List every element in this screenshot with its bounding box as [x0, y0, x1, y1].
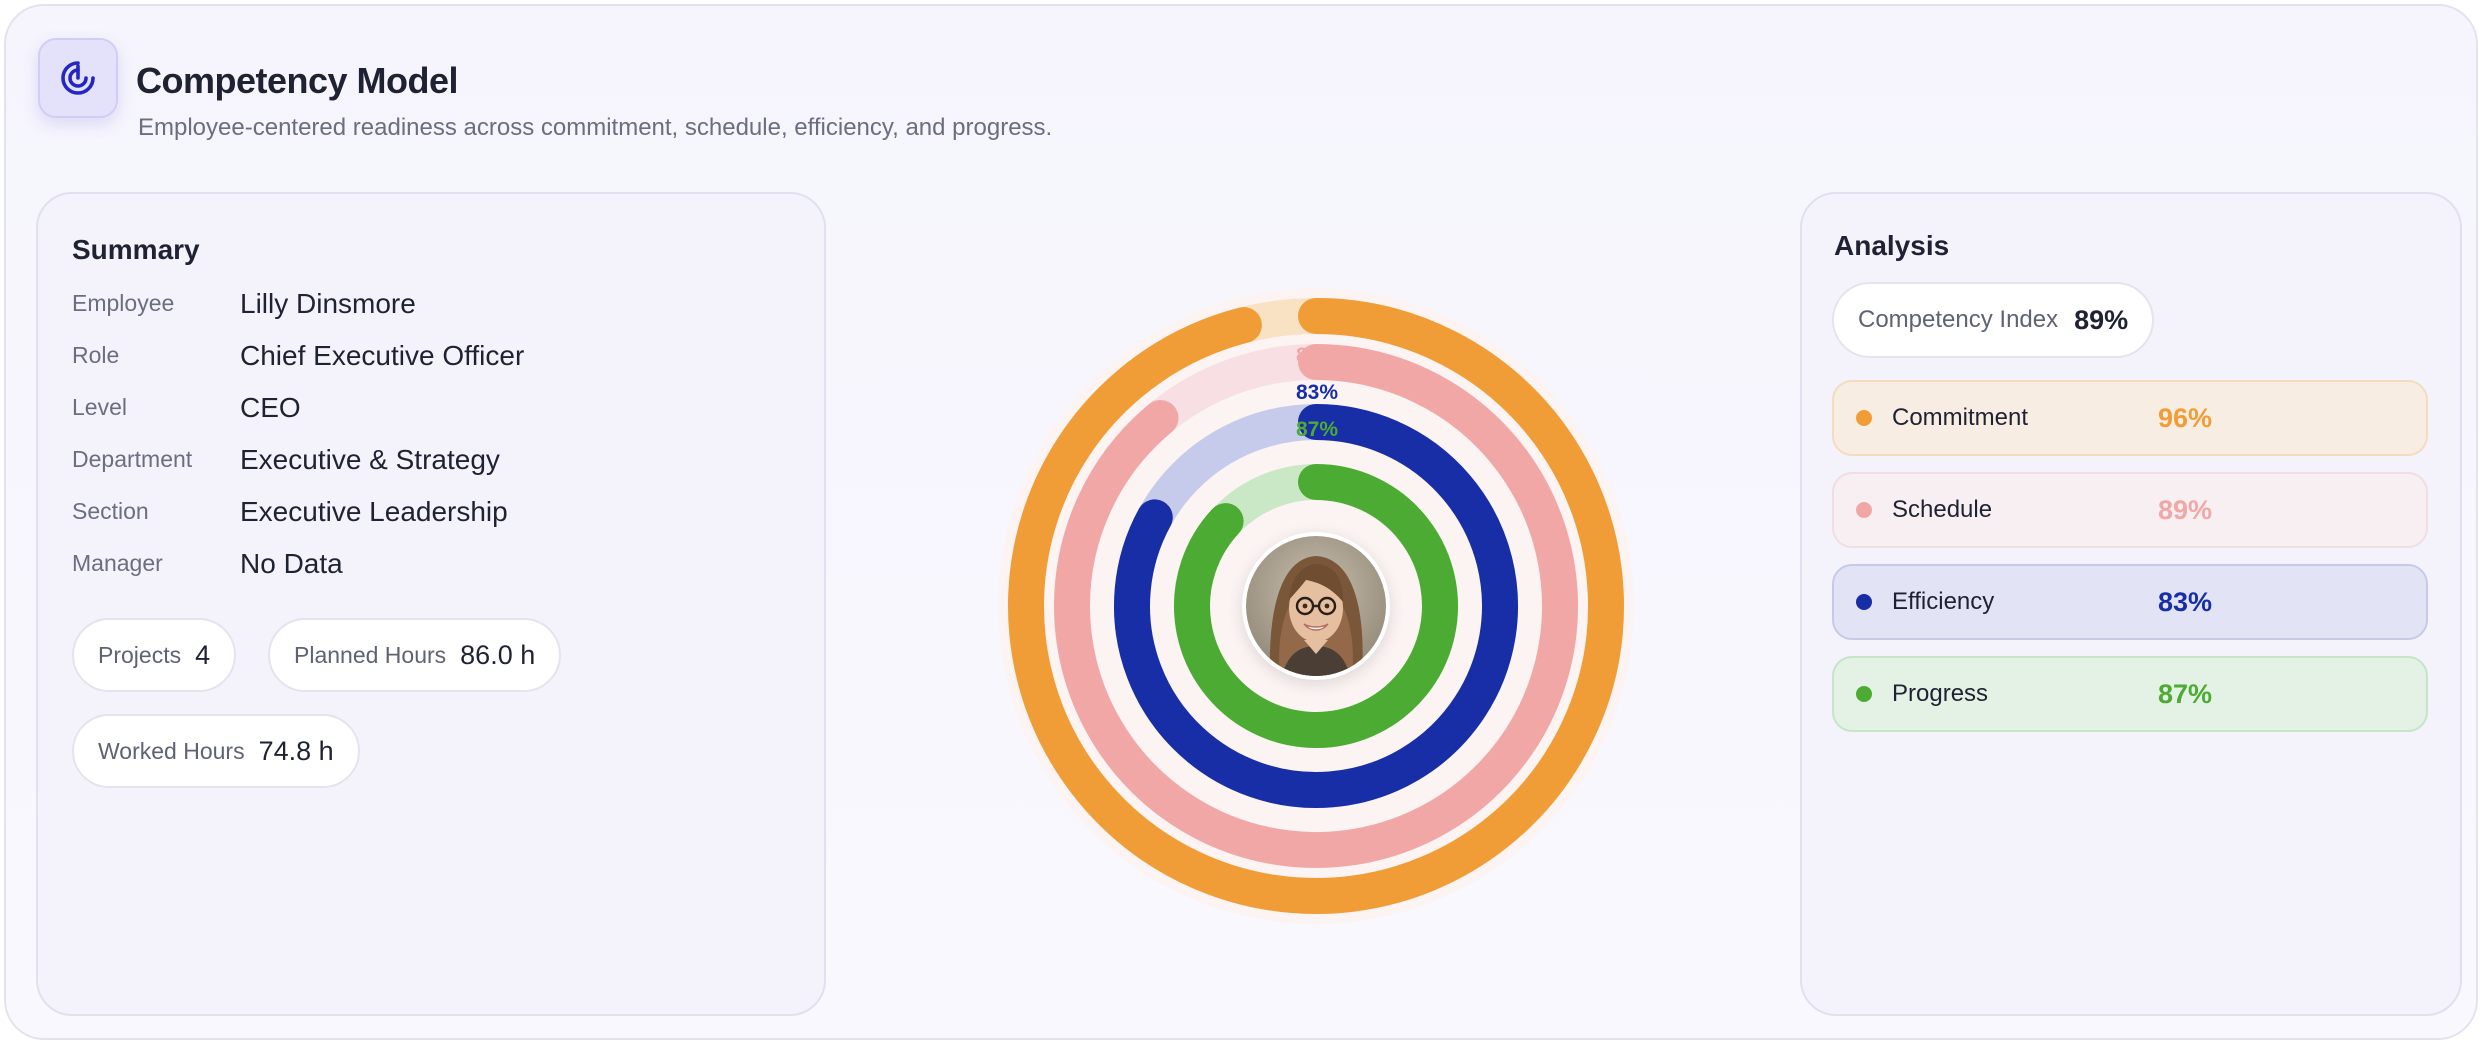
competency-index-badge: Competency Index 89% — [1832, 282, 2155, 358]
planned-hours-stat-value: 86.0 h — [460, 639, 536, 670]
radar-target-icon — [61, 61, 95, 95]
app-frame: Competency Model Employee-centered readi… — [4, 4, 2478, 1040]
worked-hours-stat: Worked Hours 74.8 h — [72, 714, 360, 788]
role-value: Chief Executive Officer — [240, 340, 525, 371]
department-value: Executive & Strategy — [240, 444, 500, 475]
metric-value: 83% — [2158, 586, 2213, 617]
metric-name: Efficiency — [1892, 588, 1995, 615]
bar-schedule — [1054, 344, 1578, 868]
page-subtitle: Employee-centered readiness across commi… — [138, 114, 1053, 141]
metric-row-progress: Progress 87% — [1832, 656, 2428, 732]
manager-label: Manager — [72, 550, 163, 576]
level-value: CEO — [240, 392, 301, 423]
planned-hours-stat-label: Planned Hours — [294, 641, 447, 668]
department-label: Department — [72, 446, 193, 472]
section-label: Section — [72, 498, 149, 524]
summary-title: Summary — [72, 234, 200, 265]
projects-stat-label: Projects — [98, 641, 182, 668]
worked-hours-stat-value: 74.8 h — [258, 735, 334, 766]
bar-commitment — [1008, 298, 1624, 914]
role-label: Role — [72, 342, 120, 368]
worked-hours-stat-label: Worked Hours — [98, 737, 245, 764]
level-label: Level — [72, 394, 127, 420]
metric-value: 87% — [2158, 678, 2213, 709]
commitment-dot-icon — [1856, 410, 1872, 426]
metric-value: 96% — [2158, 402, 2213, 433]
metric-row-efficiency: Efficiency 83% — [1832, 564, 2428, 640]
analysis-title: Analysis — [1834, 230, 1950, 261]
progress-dot-icon — [1856, 686, 1872, 702]
projects-stat-value: 4 — [195, 639, 211, 670]
metric-name: Commitment — [1892, 404, 2029, 431]
planned-hours-stat: Planned Hours 86.0 h — [268, 618, 562, 692]
metric-row-schedule: Schedule 89% — [1832, 472, 2428, 548]
metric-name: Progress — [1892, 680, 1989, 707]
value-label-progress: 87% — [1296, 418, 1338, 441]
value-label-efficiency: 83% — [1296, 381, 1338, 404]
metric-row-commitment: Commitment 96% — [1832, 380, 2428, 456]
app-logo — [38, 38, 118, 118]
summary-card: Summary Employee Lilly Dinsmore Role Chi… — [36, 192, 826, 1016]
bar-efficiency — [1114, 404, 1518, 808]
metric-value: 89% — [2158, 494, 2213, 525]
schedule-dot-icon — [1856, 502, 1872, 518]
competency-index-value: 89% — [2074, 304, 2129, 335]
section-value: Executive Leadership — [240, 496, 508, 527]
bar-progress — [1174, 464, 1458, 748]
page-title: Competency Model — [136, 60, 459, 101]
efficiency-dot-icon — [1856, 594, 1872, 610]
employee-avatar — [1246, 536, 1386, 676]
employee-label: Employee — [72, 290, 175, 316]
employee-value: Lilly Dinsmore — [240, 288, 416, 319]
manager-value: No Data — [240, 548, 343, 579]
employee-portrait-icon — [1246, 536, 1386, 676]
metric-name: Schedule — [1892, 496, 1993, 523]
analysis-card: Analysis Competency Index 89% Commitment… — [1800, 192, 2462, 1016]
projects-stat: Projects 4 — [72, 618, 237, 692]
competency-index-label: Competency Index — [1858, 306, 2059, 333]
value-label-schedule: 89% — [1296, 344, 1338, 367]
